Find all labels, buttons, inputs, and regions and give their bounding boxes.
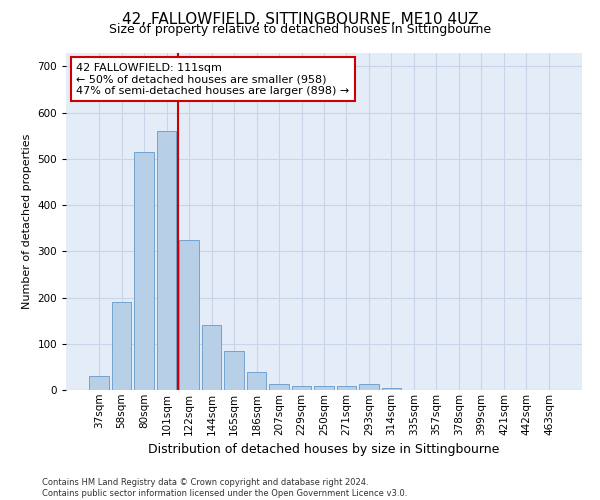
Bar bbox=[157, 131, 176, 390]
Text: Contains HM Land Registry data © Crown copyright and database right 2024.
Contai: Contains HM Land Registry data © Crown c… bbox=[42, 478, 407, 498]
Text: 42 FALLOWFIELD: 111sqm
← 50% of detached houses are smaller (958)
47% of semi-de: 42 FALLOWFIELD: 111sqm ← 50% of detached… bbox=[76, 62, 350, 96]
Bar bbox=[292, 386, 311, 390]
Text: Size of property relative to detached houses in Sittingbourne: Size of property relative to detached ho… bbox=[109, 22, 491, 36]
Bar bbox=[202, 326, 221, 390]
Bar bbox=[269, 384, 289, 390]
Bar bbox=[89, 376, 109, 390]
Text: 42, FALLOWFIELD, SITTINGBOURNE, ME10 4UZ: 42, FALLOWFIELD, SITTINGBOURNE, ME10 4UZ bbox=[122, 12, 478, 28]
X-axis label: Distribution of detached houses by size in Sittingbourne: Distribution of detached houses by size … bbox=[148, 443, 500, 456]
Bar bbox=[224, 350, 244, 390]
Bar bbox=[382, 388, 401, 390]
Bar bbox=[134, 152, 154, 390]
Bar bbox=[337, 386, 356, 390]
Bar bbox=[359, 384, 379, 390]
Bar bbox=[179, 240, 199, 390]
Bar bbox=[314, 386, 334, 390]
Y-axis label: Number of detached properties: Number of detached properties bbox=[22, 134, 32, 309]
Bar bbox=[247, 372, 266, 390]
Bar bbox=[112, 302, 131, 390]
